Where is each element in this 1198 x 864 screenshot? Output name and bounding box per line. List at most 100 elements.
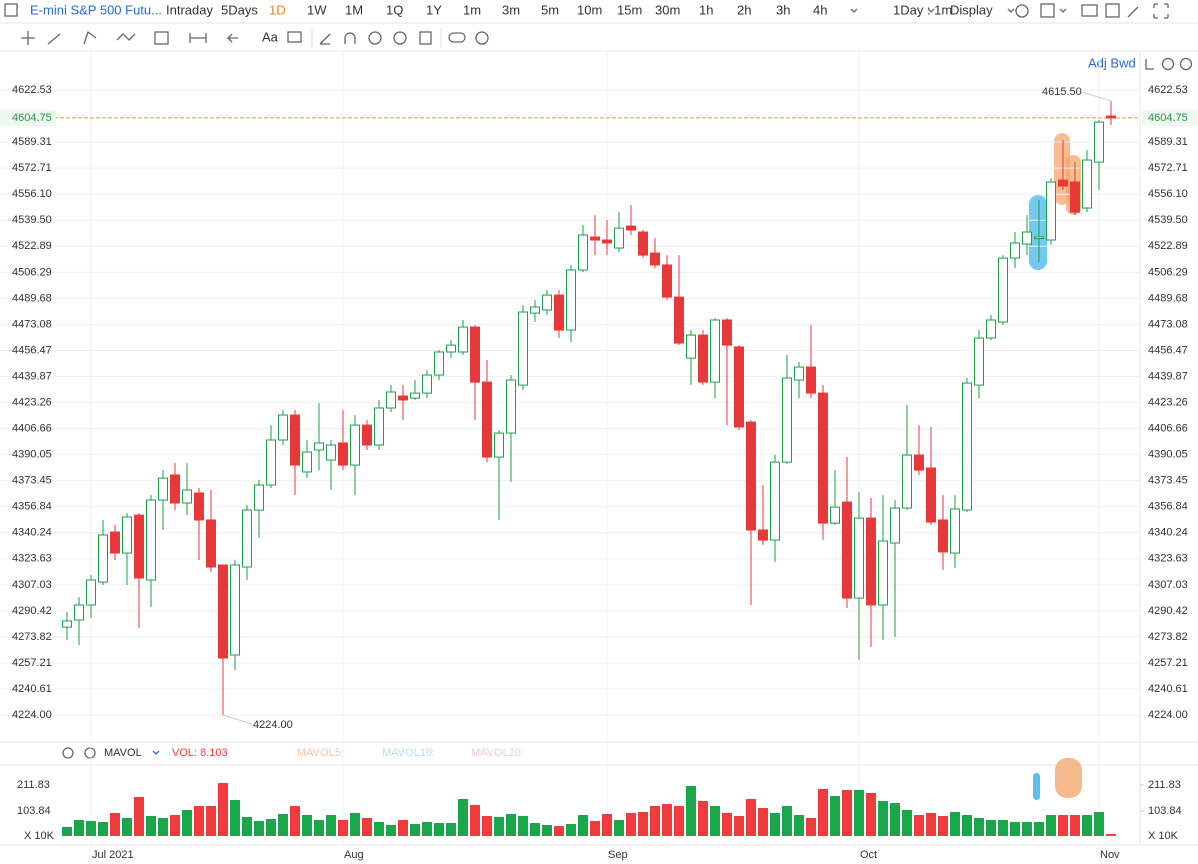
y-tick-label: 4589.31 — [1148, 136, 1188, 148]
symbol-name[interactable]: E-mini S&P 500 Futu... — [30, 2, 162, 17]
volume-bar — [890, 803, 900, 836]
volume-bar — [902, 809, 912, 836]
y-tick-label: 4406.66 — [12, 423, 52, 435]
volume-bar — [74, 820, 84, 836]
y-tick-label: 4539.50 — [1148, 214, 1188, 226]
volume-bar — [974, 817, 984, 836]
unit-label: X 10K — [1148, 830, 1179, 842]
indicator-label: VOL: 8.103 — [172, 747, 228, 759]
reset-icon[interactable] — [1145, 59, 1154, 70]
candle-body — [242, 509, 252, 568]
volume-bar — [266, 818, 276, 836]
indicator-settings[interactable] — [62, 747, 74, 759]
checkbox-icon[interactable] — [1040, 3, 1055, 18]
candle-body — [914, 454, 924, 471]
period-button[interactable]: 1h — [699, 2, 713, 17]
volume-bar — [422, 822, 432, 836]
y-tick-label: 4323.63 — [1148, 553, 1188, 565]
delete-tool[interactable] — [419, 31, 432, 45]
tool-settings[interactable] — [475, 31, 489, 45]
period-button[interactable]: 1W — [307, 2, 327, 17]
volume-bar — [146, 815, 156, 836]
zoom-out[interactable] — [1161, 57, 1175, 71]
display-menu[interactable]: Display — [950, 2, 993, 17]
y-tick-label: 211.83 — [1148, 779, 1181, 791]
volume-bar — [134, 796, 144, 836]
volume-bar — [794, 815, 804, 836]
camera-icon[interactable] — [1081, 4, 1098, 17]
candle-body — [974, 337, 984, 386]
period-button[interactable]: 3h — [776, 2, 790, 17]
volume-bar — [1094, 811, 1104, 836]
volume-bar — [638, 811, 648, 836]
polyline-tool[interactable] — [83, 30, 97, 45]
settings-icon[interactable] — [1015, 4, 1029, 18]
y-tick-label: 4456.47 — [1148, 344, 1188, 356]
candle-body — [494, 432, 504, 458]
period-button[interactable]: 3m — [502, 2, 520, 17]
adjust-mode[interactable]: Adj Bwd — [1088, 55, 1136, 70]
period-button[interactable]: 1Q — [386, 2, 403, 17]
sidebar-toggle[interactable] — [4, 3, 18, 17]
magnet-tool[interactable] — [344, 32, 356, 44]
text-tool[interactable]: Aa — [262, 29, 279, 44]
volume-bar — [662, 804, 672, 836]
note-tool[interactable] — [287, 31, 302, 43]
y-tick-label: 103.84 — [1148, 805, 1182, 817]
candle-body — [698, 334, 708, 383]
y-tick-label: 4240.61 — [1148, 683, 1188, 695]
period-button[interactable]: 2h — [737, 2, 751, 17]
zoom-in[interactable] — [1179, 57, 1193, 71]
volume-bar — [518, 815, 528, 836]
wave-tool[interactable] — [116, 33, 136, 41]
y-tick-label: 4307.03 — [12, 579, 52, 591]
candle-body — [74, 604, 84, 621]
line-tool[interactable] — [47, 33, 61, 45]
y-tick-label: 4290.42 — [12, 605, 52, 617]
edit-icon[interactable] — [1105, 3, 1120, 18]
period-button[interactable]: 10m — [577, 2, 602, 17]
hide-tool[interactable] — [393, 31, 407, 45]
angle-tool[interactable] — [319, 33, 331, 45]
volume-bar — [830, 796, 840, 836]
period-button[interactable]: 5m — [541, 2, 559, 17]
volume-bar — [842, 790, 852, 836]
period-button[interactable]: 1Y — [426, 2, 442, 17]
volume-bar — [434, 822, 444, 836]
volume-bar — [998, 820, 1008, 836]
y-tick-label: 4356.84 — [12, 501, 52, 513]
period-button[interactable]: 1M — [345, 2, 363, 17]
volume-bar — [218, 783, 228, 836]
period-button[interactable]: 1D — [269, 2, 286, 17]
volume-bar — [758, 807, 768, 836]
volume-bar — [854, 790, 864, 836]
fib-tool[interactable] — [154, 31, 169, 45]
period-button[interactable]: 1m — [463, 2, 481, 17]
y-tick-label: 4340.24 — [1148, 527, 1188, 539]
period-button[interactable]: 4h — [813, 2, 827, 17]
candle-body — [986, 319, 996, 339]
period-button[interactable]: 5Days — [221, 2, 258, 17]
volume-bar — [1022, 822, 1032, 836]
dropdown-arrow[interactable] — [152, 750, 160, 755]
interval-selector[interactable]: 1Day : 1m — [893, 2, 952, 17]
fullscreen-icon[interactable] — [1153, 3, 1169, 19]
y-tick-label: 4506.29 — [12, 266, 52, 278]
period-button[interactable]: 30m — [655, 2, 680, 17]
unit-label: X 10K — [24, 830, 55, 842]
period-button[interactable]: 15m — [617, 2, 642, 17]
y-tick-label: 4340.24 — [12, 527, 52, 539]
period-button[interactable]: Intraday — [166, 2, 213, 17]
link-tool[interactable] — [448, 32, 466, 43]
volume-bar — [314, 820, 324, 836]
volume-bar — [254, 820, 264, 836]
candle-body — [206, 519, 216, 568]
indicator-close[interactable] — [84, 747, 96, 759]
candle-body — [218, 564, 228, 659]
pen-icon[interactable] — [1127, 6, 1139, 18]
measure-tool[interactable] — [189, 33, 207, 43]
lock-tool[interactable] — [368, 31, 382, 45]
move-tool[interactable] — [21, 31, 35, 45]
arrow-tool[interactable] — [226, 33, 238, 43]
